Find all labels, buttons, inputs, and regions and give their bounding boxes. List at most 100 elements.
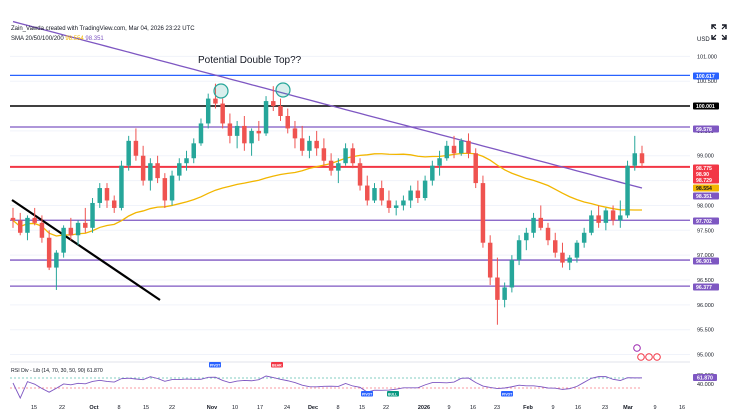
- candle-body: [567, 257, 572, 263]
- price-tick-label: 95.000: [697, 353, 714, 359]
- time-tick-label: 9: [653, 405, 656, 411]
- rsi-panel[interactable]: RSI Div - Lib (14, 70, 30, 50, 90) 61.87…: [10, 344, 717, 400]
- candle-body: [386, 200, 392, 208]
- double-top-markers[interactable]: [213, 82, 291, 99]
- price-tick-label: 95.500: [697, 328, 714, 334]
- candle-body: [25, 217, 30, 233]
- candle-body: [437, 158, 442, 166]
- candle-body: [487, 242, 493, 278]
- double-top-marker-2: [275, 82, 291, 98]
- price-tick-label: 96.000: [697, 303, 714, 309]
- level-badge: [693, 72, 719, 80]
- rsi-signal-flag: [387, 391, 399, 397]
- rsi-signal-flag: [501, 391, 513, 397]
- candle-body: [307, 140, 312, 151]
- candle-body: [213, 98, 218, 104]
- time-tick-label: 15: [359, 405, 365, 411]
- time-tick-label: 9: [447, 405, 450, 411]
- price-tick-label: 101.000: [697, 54, 717, 60]
- time-tick-label: Nov: [207, 405, 218, 411]
- level-badge: [693, 283, 719, 291]
- candle-body: [10, 217, 16, 221]
- candle-body: [553, 240, 558, 253]
- candle-body: [191, 143, 196, 159]
- rsi-tick-label: 40.000: [697, 382, 714, 388]
- candle-body: [509, 260, 515, 288]
- candle-body: [603, 210, 609, 223]
- rsi-line: [12, 375, 642, 400]
- sma-legend[interactable]: SMA 20/50/100/200 98.554 98.351: [11, 36, 104, 42]
- rsi-label: RSI Div - Lib (14, 70, 30, 50, 90) 61.87…: [11, 368, 103, 374]
- candle-body: [263, 101, 269, 134]
- trendline[interactable]: [11, 199, 161, 301]
- candle-body: [545, 227, 551, 241]
- sma-legend-value-slow: 98.351: [85, 36, 104, 42]
- time-tick-label: 24: [284, 405, 290, 411]
- level-badge: [693, 102, 719, 110]
- level-badge-label: 100.617: [696, 74, 715, 80]
- level-badge-label: 98.90: [696, 172, 709, 178]
- candle-body: [104, 188, 110, 201]
- rsi-signal-label: PIVOT: [210, 363, 221, 367]
- price-tick-label: 97.000: [697, 253, 714, 259]
- candle-body: [205, 98, 211, 124]
- level-badge: [693, 184, 719, 192]
- candle-body: [632, 153, 638, 166]
- event-icon: [633, 344, 641, 352]
- sma-legend-label: SMA 20/50/100/200: [11, 36, 64, 42]
- time-tick-label: 10: [232, 405, 238, 411]
- candle-body: [61, 227, 66, 253]
- candle-body: [155, 163, 160, 179]
- time-tick-label: 15: [31, 405, 37, 411]
- rsi-signal-label: BULL: [388, 392, 397, 396]
- candle-body: [524, 232, 529, 241]
- candle-body: [538, 217, 544, 228]
- candle-body: [393, 205, 399, 208]
- candle-body: [162, 178, 168, 201]
- candle-body: [336, 163, 341, 171]
- candle-body: [184, 158, 189, 164]
- level-badge: [693, 192, 719, 200]
- candle-body: [466, 140, 471, 154]
- candle-body: [473, 153, 478, 184]
- time-tick-label: 23: [602, 405, 608, 411]
- candle-body: [39, 222, 45, 238]
- rsi-signal-label: BEAR: [272, 363, 282, 367]
- time-tick-label: 16: [470, 405, 476, 411]
- currency-label: USD: [697, 37, 710, 43]
- candle-body: [227, 123, 233, 136]
- candle-body: [242, 125, 247, 144]
- time-axis[interactable]: 15 22 Oct 8 15 22 Nov 10 17 24 Dec 8 15 22 2026 9 16 23 Fe…: [31, 405, 685, 411]
- candle-body: [54, 252, 59, 268]
- candle-body: [126, 140, 131, 166]
- rsi-signal-label: PIVOT: [362, 392, 373, 396]
- candle-body: [328, 160, 334, 171]
- time-tick-label: 23: [494, 405, 500, 411]
- candle-body: [119, 165, 124, 208]
- sma-lines: [12, 20, 643, 237]
- price-axis[interactable]: 101.000100.50099.50099.00098.00097.50097…: [693, 54, 719, 359]
- level-badge-label: 99.578: [696, 127, 712, 133]
- level-badge-label: 96.377: [696, 285, 712, 291]
- level-badge-label: 98.775: [696, 166, 712, 172]
- candle-body: [271, 101, 276, 107]
- fullscreen-icon[interactable]: [711, 24, 727, 40]
- price-tick-label: 100.500: [697, 79, 717, 85]
- candles: [10, 83, 645, 325]
- time-tick-label: 22: [169, 405, 175, 411]
- candle-body: [372, 188, 377, 201]
- candle-body: [459, 140, 464, 154]
- time-tick-label: 22: [59, 405, 65, 411]
- candle-body: [292, 128, 298, 139]
- candle-body: [140, 155, 146, 181]
- candle-body: [574, 242, 580, 258]
- candle-body: [408, 190, 413, 201]
- event-icon: [645, 353, 653, 361]
- candle-body: [111, 200, 117, 208]
- candle-body: [278, 106, 283, 116]
- candle-body: [639, 153, 645, 164]
- rsi-signal-flag: [209, 362, 221, 368]
- candle-body: [17, 220, 23, 233]
- level-badge-label: 98.554: [696, 186, 712, 192]
